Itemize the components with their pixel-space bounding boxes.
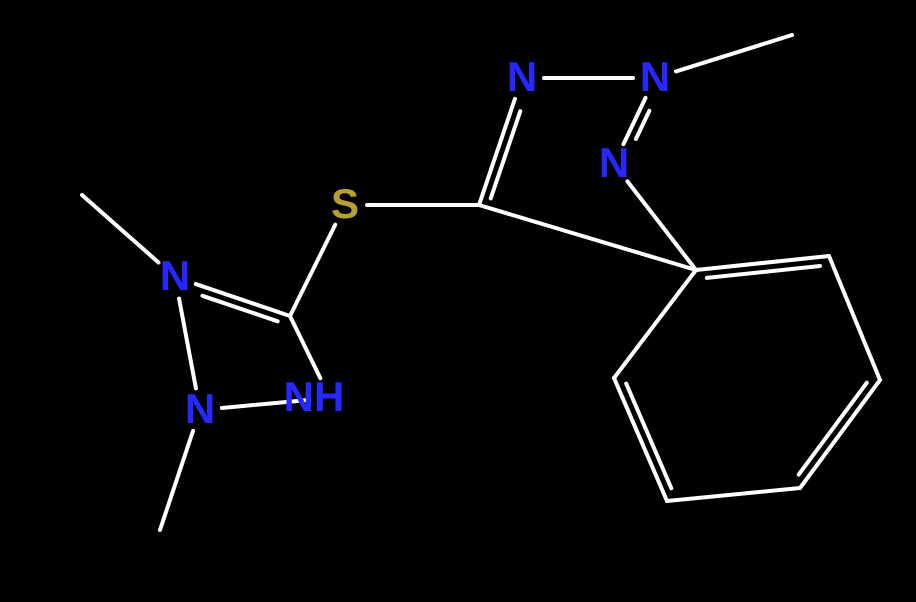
atom-labels-layer: SNNNNNNH: [160, 53, 670, 432]
atom-label-n3: N: [507, 53, 537, 100]
atom-label-n5: N: [599, 139, 629, 186]
atom-label-n15: NH: [284, 373, 345, 420]
atom-label-n14: N: [185, 385, 215, 432]
atom-label-n4: N: [640, 53, 670, 100]
atom-label-s1: S: [331, 180, 359, 227]
molecule-diagram: SNNNNNNH: [0, 0, 916, 602]
atom-label-n13: N: [160, 252, 190, 299]
bonds-layer: [82, 35, 880, 530]
